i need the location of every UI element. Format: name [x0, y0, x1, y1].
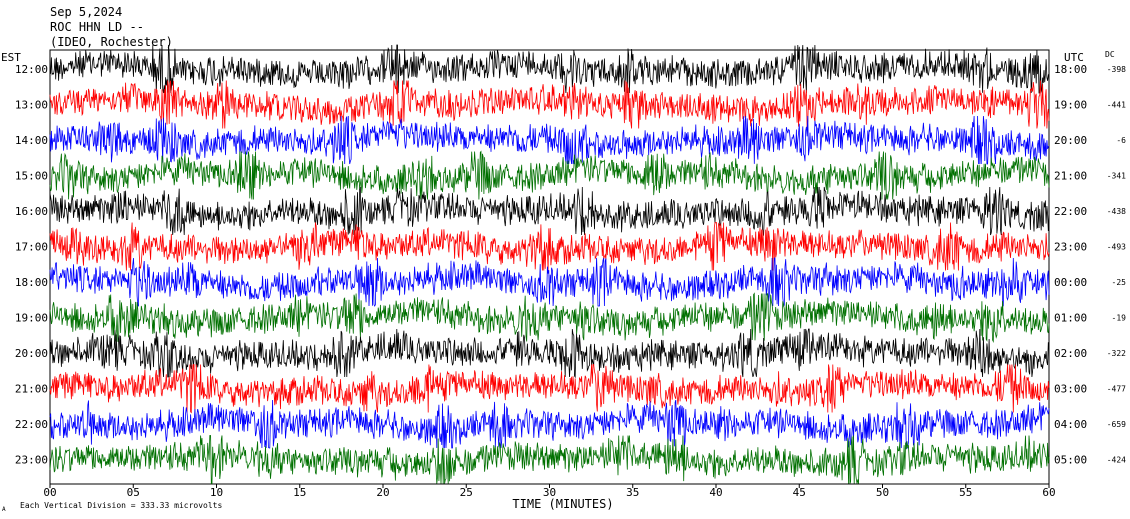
- seismic-trace-row-10: [49, 364, 1050, 414]
- right-axis-label: UTC: [1064, 51, 1084, 64]
- est-time-label: 12:00: [15, 63, 48, 76]
- seismic-trace-row-6: [49, 222, 1050, 271]
- seismic-trace-row-8: [49, 292, 1050, 344]
- dc-offset-label: -438: [1107, 207, 1126, 216]
- est-time-label: 16:00: [15, 205, 48, 218]
- dc-offset-label: -398: [1107, 65, 1126, 74]
- x-tick-label: 60: [1042, 486, 1055, 499]
- x-tick-label: 40: [709, 486, 722, 499]
- utc-time-label: 23:00: [1054, 241, 1087, 254]
- seismic-trace-row-5: [49, 186, 1050, 236]
- dc-offset-label: -659: [1107, 420, 1126, 429]
- seismic-trace-row-7: [49, 257, 1050, 307]
- est-time-label: 22:00: [15, 418, 48, 431]
- utc-time-label: 19:00: [1054, 99, 1087, 112]
- x-tick-label: 15: [293, 486, 306, 499]
- utc-time-label: 02:00: [1054, 347, 1087, 360]
- seismic-trace-row-3: [49, 115, 1050, 165]
- est-time-label: 15:00: [15, 170, 48, 183]
- est-time-label: 17:00: [15, 241, 48, 254]
- dc-offset-label: -6: [1116, 136, 1126, 145]
- x-tick-label: 00: [43, 486, 56, 499]
- dc-offset-label: -341: [1107, 172, 1126, 181]
- seismic-trace-row-4: [49, 150, 1050, 200]
- dc-offset-label: -25: [1112, 278, 1127, 287]
- scale-note: Each Vertical Division = 333.33 microvol…: [20, 501, 222, 510]
- dc-offset-label: -477: [1107, 385, 1126, 394]
- header-location: (IDEO, Rochester): [50, 35, 173, 49]
- est-time-label: 19:00: [15, 312, 48, 325]
- seismic-trace-row-1: [49, 44, 1050, 94]
- seismic-trace-row-11: [49, 399, 1050, 449]
- header-station: ROC HHN LD --: [50, 20, 144, 34]
- utc-time-label: 18:00: [1054, 63, 1087, 76]
- row-labels: 12:00 18:00 -398 13:00 19:00 -441 14:00 20:00 -6…: [15, 63, 1126, 467]
- est-time-label: 14:00: [15, 134, 48, 147]
- seismic-trace-row-2: [49, 80, 1050, 129]
- utc-time-label: 05:00: [1054, 454, 1087, 467]
- dc-offset-label: -441: [1107, 101, 1126, 110]
- x-tick-label: 25: [460, 486, 473, 499]
- x-tick-label: 45: [793, 486, 806, 499]
- x-axis-ticks: 00 05 10 15 20 25 30 35 40 45 50 55 60: [43, 484, 1056, 499]
- x-tick-label: 30: [543, 486, 556, 499]
- utc-time-label: 22:00: [1054, 205, 1087, 218]
- utc-time-label: 20:00: [1054, 134, 1087, 147]
- dc-column-label: DC: [1105, 50, 1115, 59]
- utc-time-label: 03:00: [1054, 383, 1087, 396]
- trace-layer: [49, 44, 1050, 484]
- est-time-label: 18:00: [15, 276, 48, 289]
- dc-offset-label: -493: [1107, 243, 1126, 252]
- header-date: Sep 5,2024: [50, 5, 122, 19]
- x-tick-label: 35: [626, 486, 639, 499]
- utc-time-label: 01:00: [1054, 312, 1087, 325]
- corner-mark: A: [2, 506, 6, 513]
- left-axis-label: EST: [1, 51, 21, 64]
- utc-time-label: 04:00: [1054, 418, 1087, 431]
- dc-offset-label: -19: [1112, 314, 1127, 323]
- est-time-label: 23:00: [15, 454, 48, 467]
- utc-time-label: 00:00: [1054, 276, 1087, 289]
- x-tick-label: 05: [127, 486, 140, 499]
- x-tick-label: 10: [210, 486, 223, 499]
- x-axis-label: TIME (MINUTES): [512, 497, 613, 511]
- dc-offset-label: -424: [1107, 456, 1126, 465]
- est-time-label: 21:00: [15, 383, 48, 396]
- x-tick-label: 55: [959, 486, 972, 499]
- x-tick-label: 20: [376, 486, 389, 499]
- seismic-trace-row-9: [49, 328, 1050, 379]
- x-tick-label: 50: [876, 486, 889, 499]
- dc-offset-label: -322: [1107, 349, 1126, 358]
- seismic-trace-row-12: [49, 435, 1050, 484]
- utc-time-label: 21:00: [1054, 170, 1087, 183]
- est-time-label: 20:00: [15, 347, 48, 360]
- est-time-label: 13:00: [15, 99, 48, 112]
